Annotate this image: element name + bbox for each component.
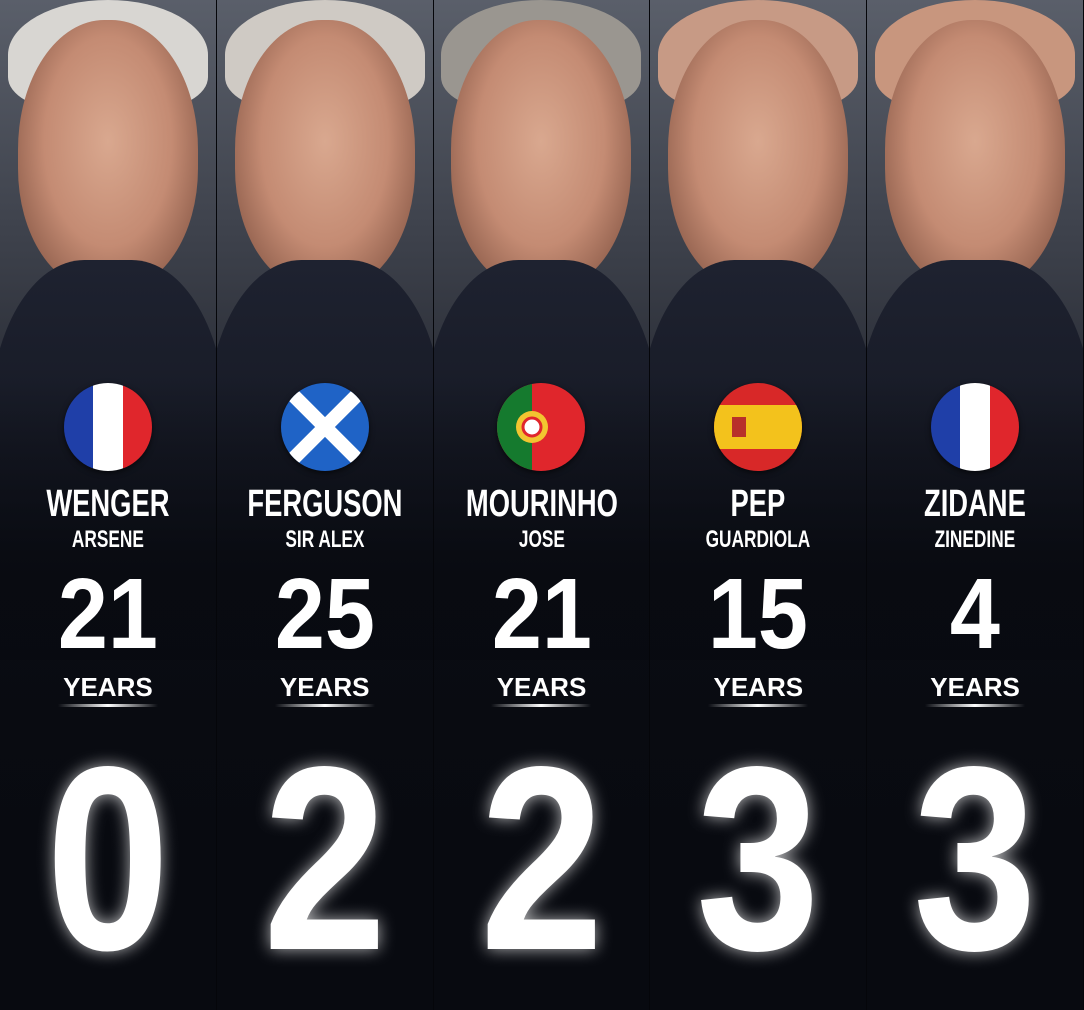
shade <box>867 380 1083 1010</box>
shade <box>433 380 650 1010</box>
years-label: YEARS <box>279 672 370 702</box>
shade <box>0 380 216 1010</box>
last-name: PEP <box>730 483 786 525</box>
divider <box>925 704 1026 707</box>
last-name: ZIDANE <box>924 483 1027 525</box>
spain-flag-icon <box>714 383 803 471</box>
manager-column-zidane: ZIDANE ZINEDINE 4 YEARS 3 <box>867 0 1084 1010</box>
divider <box>708 704 809 707</box>
portugal-flag-icon <box>497 383 586 471</box>
years-value: 21 <box>57 558 158 670</box>
manager-photo <box>451 20 632 290</box>
count-value: 0 <box>45 712 170 1005</box>
last-name: MOURINHO <box>465 483 618 525</box>
manager-column-mourinho: MOURINHO JOSE 21 YEARS 2 <box>433 0 651 1010</box>
divider <box>491 704 592 707</box>
manager-column-pep: PEP GUARDIOLA 15 YEARS 3 <box>650 0 868 1010</box>
shade <box>650 380 867 1010</box>
france-flag-icon <box>63 383 152 471</box>
years-value: 25 <box>274 558 375 670</box>
manager-photo <box>885 20 1066 290</box>
first-name: ZINEDINE <box>934 526 1016 553</box>
count-value: 3 <box>696 712 821 1005</box>
years-value: 15 <box>708 558 809 670</box>
last-name: FERGUSON <box>247 483 403 525</box>
manager-photo <box>668 20 849 290</box>
years-value: 4 <box>950 558 1001 670</box>
count-value: 2 <box>262 712 387 1005</box>
years-label: YEARS <box>713 672 804 702</box>
manager-column-ferguson: FERGUSON SIR ALEX 25 YEARS 2 <box>216 0 434 1010</box>
shade <box>216 380 433 1010</box>
first-name: JOSE <box>518 526 565 553</box>
divider <box>57 704 158 707</box>
years-label: YEARS <box>63 672 153 702</box>
manager-photo <box>234 20 415 290</box>
years-label: YEARS <box>930 672 1020 702</box>
years-value: 21 <box>491 558 592 670</box>
manager-column-wenger: WENGER ARSENE 21 YEARS 0 <box>0 0 217 1010</box>
first-name: ARSENE <box>71 526 144 553</box>
first-name: GUARDIOLA <box>705 526 811 553</box>
first-name: SIR ALEX <box>285 526 365 553</box>
divider <box>274 704 375 707</box>
last-name: WENGER <box>46 483 170 525</box>
count-value: 3 <box>913 712 1038 1005</box>
manager-photo <box>17 20 198 290</box>
years-label: YEARS <box>496 672 587 702</box>
count-value: 2 <box>479 712 604 1005</box>
scotland-flag-icon <box>280 383 369 471</box>
france-flag-icon <box>931 383 1020 471</box>
